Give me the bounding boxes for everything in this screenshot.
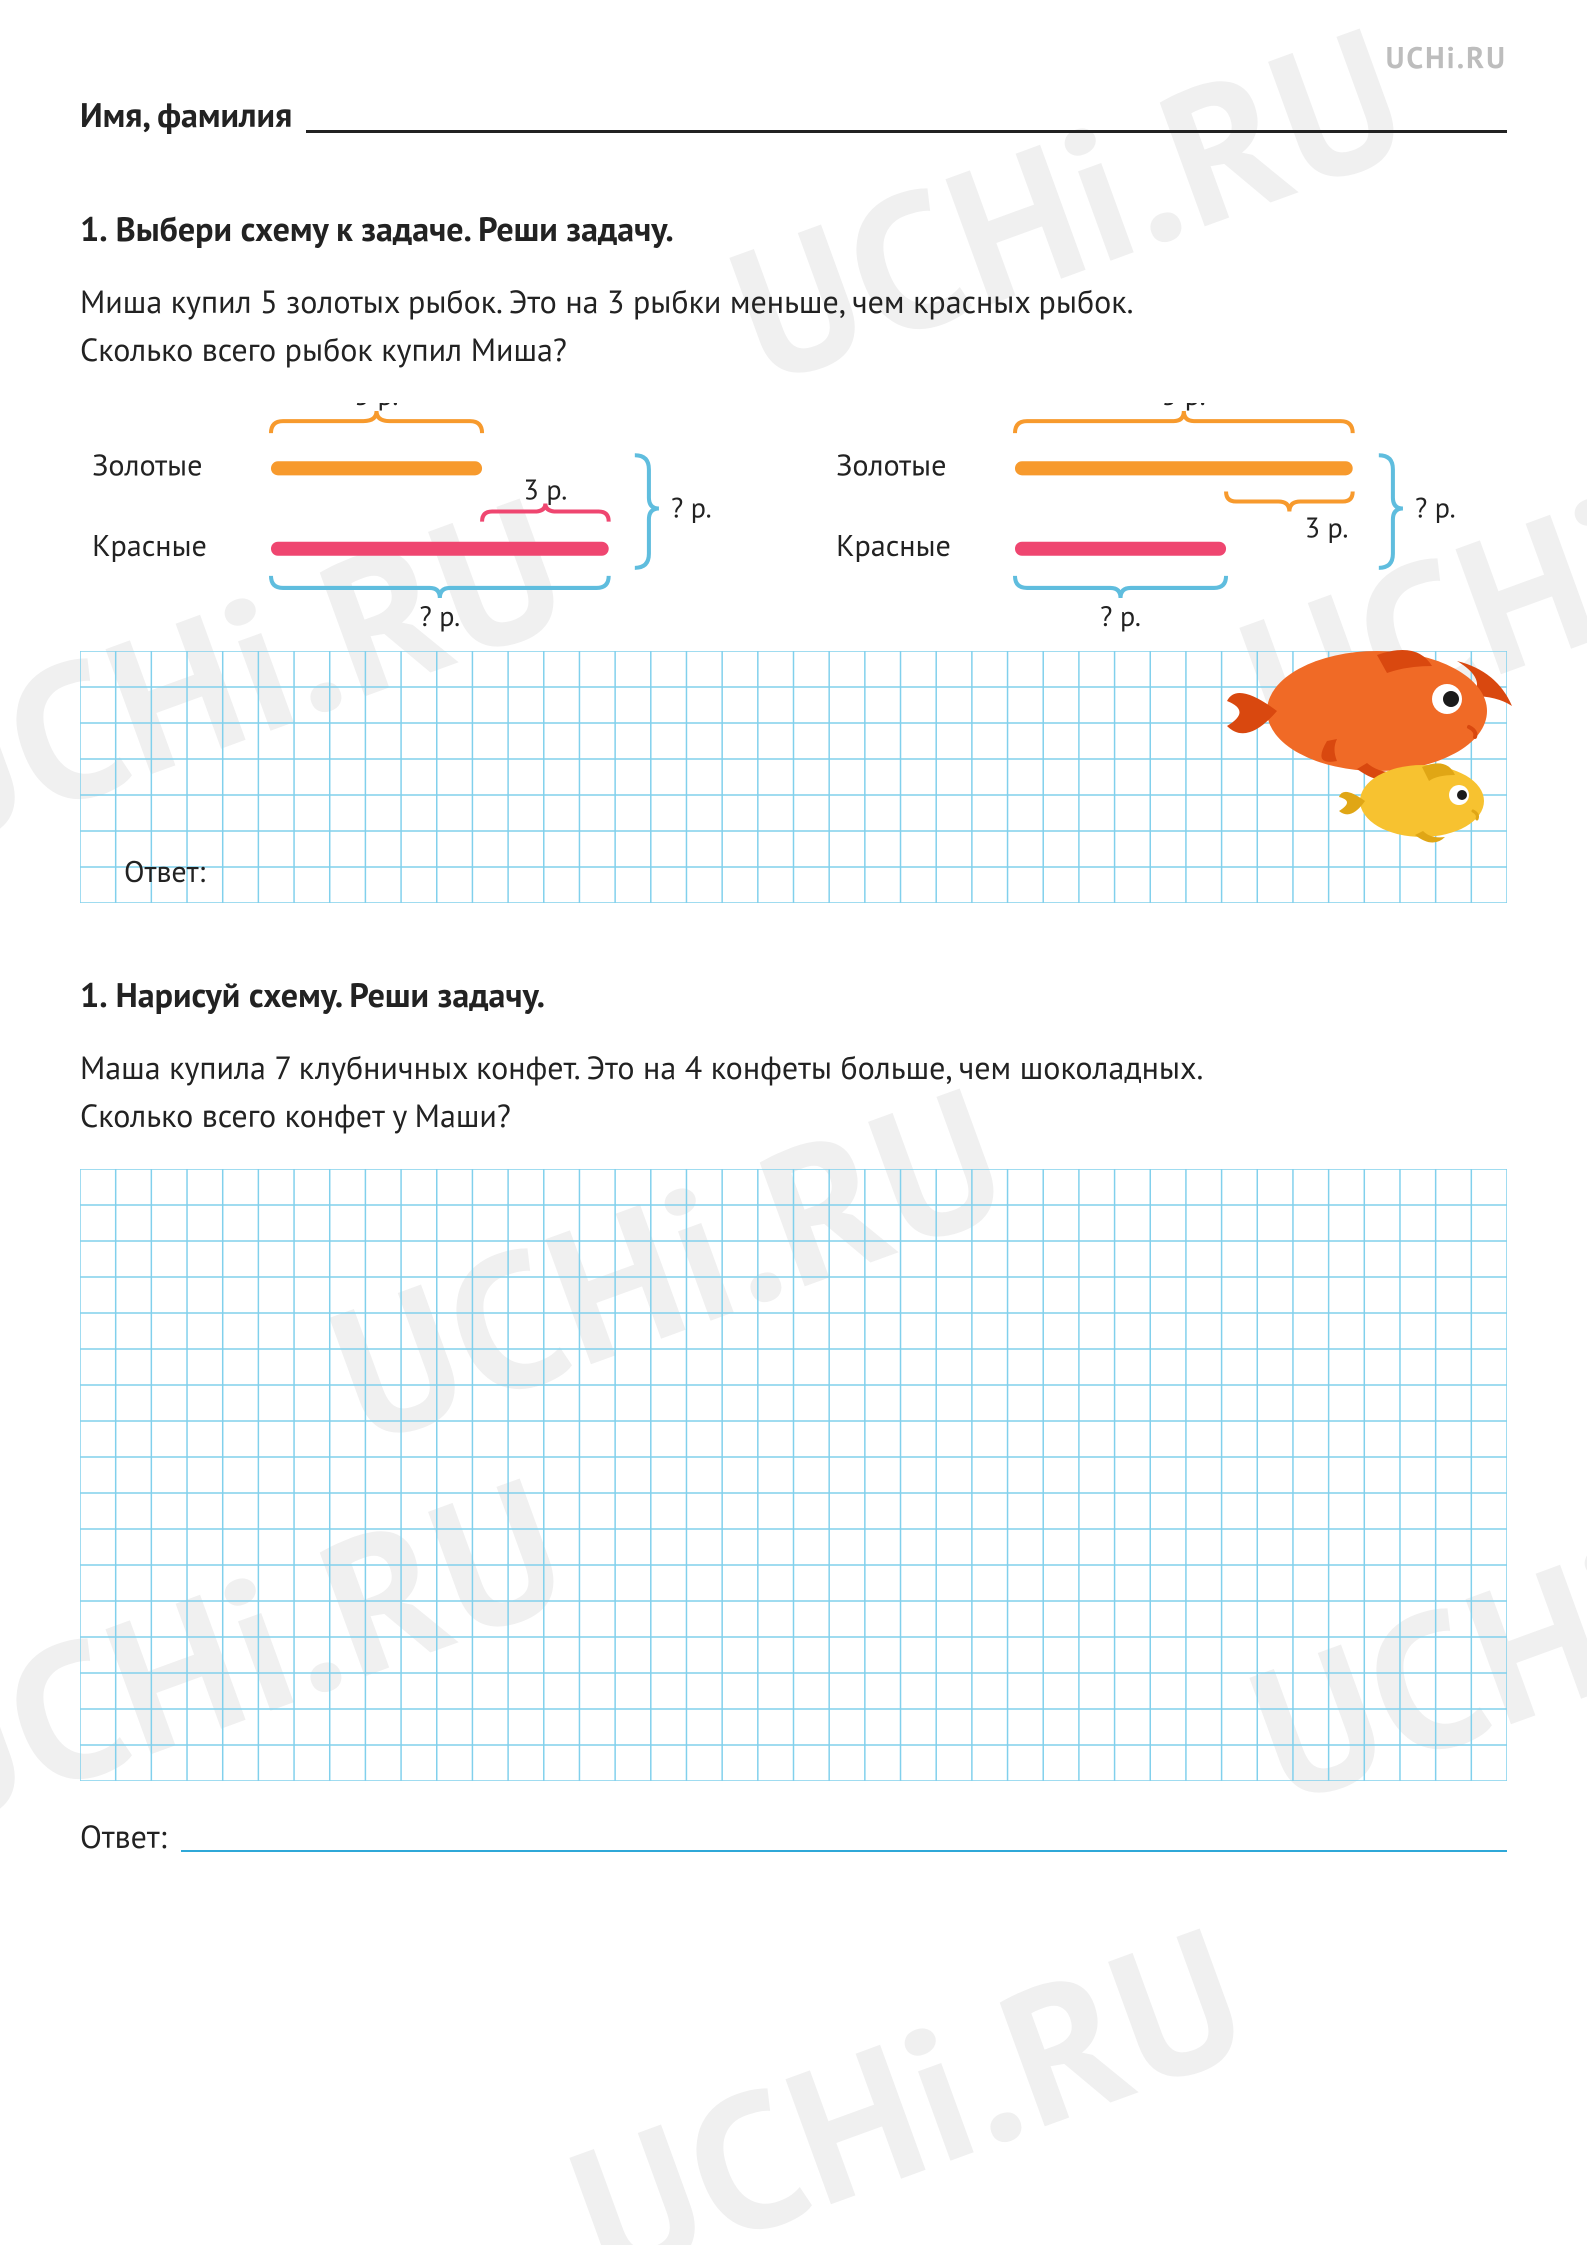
red-row-label: Красные [836,526,951,565]
task-2-title-text: Нарисуй схему. Реши задачу. [116,973,545,1017]
bottom-label: ? р. [420,597,461,634]
diagram-b-svg: 5 р. Золотые Красные 3 р. ? р. ? р. [824,403,1508,634]
brace-top-icon [1014,411,1352,433]
bottom-label: ? р. [1100,597,1141,634]
task-1: 1.Выбери схему к задаче. Реши задачу. Ми… [80,207,1507,903]
diagram-a[interactable]: 5 р. Золотые Красные 3 р. ? р. [80,403,764,639]
top-label: 5 р. [1161,403,1205,413]
name-label: Имя, фамилия [80,93,292,137]
worksheet-page: UCHi.RU UCHi.RU UCHi.RU UCHi.RU UCHi.RU … [0,0,1587,2245]
grid-svg [80,1169,1507,1781]
task-2-number: 1. [80,973,108,1017]
watermark: UCHi.RU [539,1869,1275,2245]
brace-side-icon [635,455,659,568]
gold-row-label: Золотые [836,445,946,484]
task-1-problem-line-2: Сколько всего рыбок купил Миша? [80,328,567,370]
fish-orange-icon [1227,650,1512,781]
diagram-b[interactable]: 5 р. Золотые Красные 3 р. ? р. ? р. [824,403,1508,639]
task-2-problem: Маша купила 7 клубничных конфет. Это на … [80,1043,1507,1139]
task-2-work-grid[interactable] [80,1169,1507,1781]
task-1-number: 1. [80,207,108,251]
diff-label: 3 р. [524,470,568,507]
gold-bar [271,461,482,475]
fish-yellow-icon [1339,764,1484,843]
name-input-line[interactable] [306,130,1507,133]
side-label: ? р. [1415,489,1456,526]
task-2-problem-line-1: Маша купила 7 клубничных конфет. Это на … [80,1046,1203,1088]
diff-label: 3 р. [1304,509,1348,546]
task-1-problem: Миша купил 5 золотых рыбок. Это на 3 рыб… [80,277,1507,373]
gold-bar [1014,461,1352,475]
task-1-problem-line-1: Миша купил 5 золотых рыбок. Это на 3 рыб… [80,280,1133,322]
diagram-a-svg: 5 р. Золотые Красные 3 р. ? р. [80,403,764,634]
task-1-title-text: Выбери схему к задаче. Реши задачу. [116,207,674,251]
site-logo: UCHi.RU [1386,38,1507,77]
task-1-title: 1.Выбери схему к задаче. Реши задачу. [80,207,1507,251]
brace-side-icon [1378,455,1402,568]
brace-top-icon [271,411,482,433]
task-2-title: 1.Нарисуй схему. Реши задачу. [80,973,1507,1017]
red-bar [1014,542,1225,556]
task-1-work-grid[interactable]: Ответ: [80,651,1507,903]
answer-label-in-grid: Ответ: [124,852,205,891]
gold-row-label: Золотые [92,445,202,484]
task-2-problem-line-2: Сколько всего конфет у Маши? [80,1094,511,1136]
red-row-label: Красные [92,526,207,565]
red-bar [271,542,609,556]
brace-bottom-icon [271,576,609,598]
task-2-answer-row: Ответ: [80,1815,1507,1857]
top-label: 5 р. [355,403,399,413]
task-1-diagrams: 5 р. Золотые Красные 3 р. ? р. [80,403,1507,639]
name-field-row: Имя, фамилия [80,93,1507,137]
task-2: 1.Нарисуй схему. Реши задачу. Маша купил… [80,973,1507,1857]
answer-label: Ответ: [80,1815,167,1857]
fish-illustration [1217,631,1537,856]
answer-input-line[interactable] [181,1850,1507,1852]
brace-bottom-icon [1014,576,1225,598]
side-label: ? р. [671,489,712,526]
